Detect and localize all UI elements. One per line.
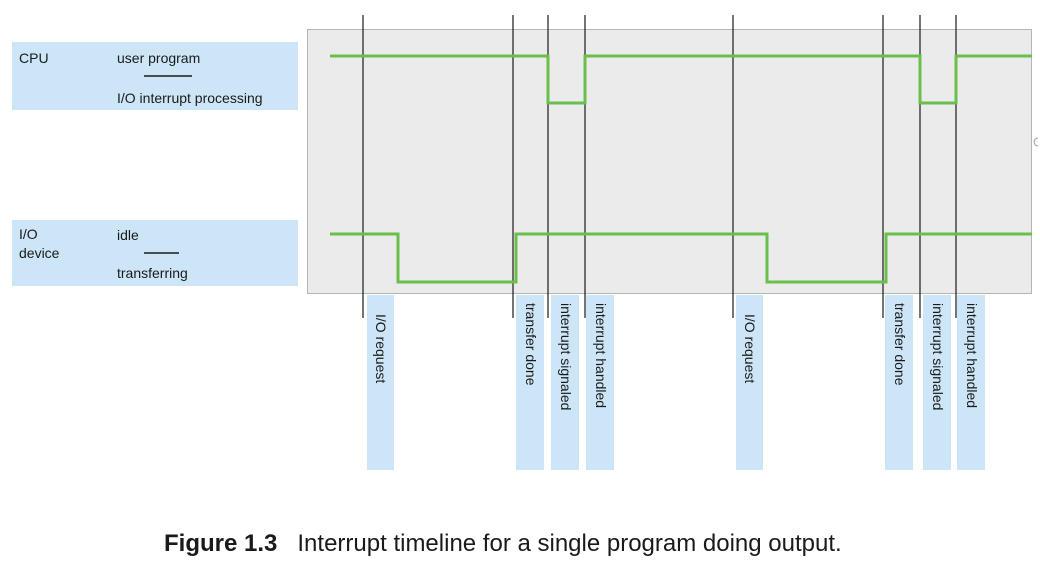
- event-label-interrupt-handled-2: interrupt handled: [964, 303, 980, 409]
- cpu-signal-line: [330, 54, 1032, 105]
- event-box-io-request-1: [367, 295, 394, 470]
- event-label-interrupt-signaled-2: interrupt signaled: [930, 303, 946, 411]
- figure-caption: Figure 1.3 Interrupt timeline for a sing…: [164, 530, 842, 558]
- event-box-interrupt-signaled-1: [551, 295, 579, 470]
- io-low-state-label: transferring: [117, 265, 188, 281]
- cpu-low-state-label: I/O interrupt processing: [117, 90, 263, 106]
- timeline-plot-area: [307, 29, 1032, 294]
- event-label-transfer-done-2: transfer done: [892, 303, 908, 386]
- event-box-transfer-done-2: [885, 295, 913, 470]
- cpu-label: CPU: [19, 50, 49, 66]
- event-box-transfer-done-1: [516, 295, 544, 470]
- io-high-state-label: idle: [117, 227, 139, 243]
- event-label-io-request-2: I/O request: [742, 314, 758, 384]
- event-label-io-request-1: I/O request: [373, 314, 389, 384]
- cpu-high-state-label: user program: [117, 50, 201, 66]
- figure-number: Figure 1.3: [164, 530, 278, 557]
- event-box-io-request-2: [736, 295, 763, 470]
- event-label-transfer-done-1: transfer done: [523, 303, 539, 386]
- event-label-interrupt-handled-1: interrupt handled: [593, 303, 609, 409]
- io-label-line2: device: [19, 245, 60, 261]
- io-signal-line: [330, 232, 1032, 284]
- io-label-line1: I/O: [19, 226, 38, 242]
- figure-caption-text: Interrupt timeline for a single program …: [297, 530, 842, 557]
- edge-mark-icon: [1033, 137, 1039, 147]
- event-label-interrupt-signaled-1: interrupt signaled: [558, 303, 574, 411]
- event-box-interrupt-signaled-2: [923, 295, 951, 470]
- event-box-interrupt-handled-1: [586, 295, 614, 470]
- event-box-interrupt-handled-2: [957, 295, 985, 470]
